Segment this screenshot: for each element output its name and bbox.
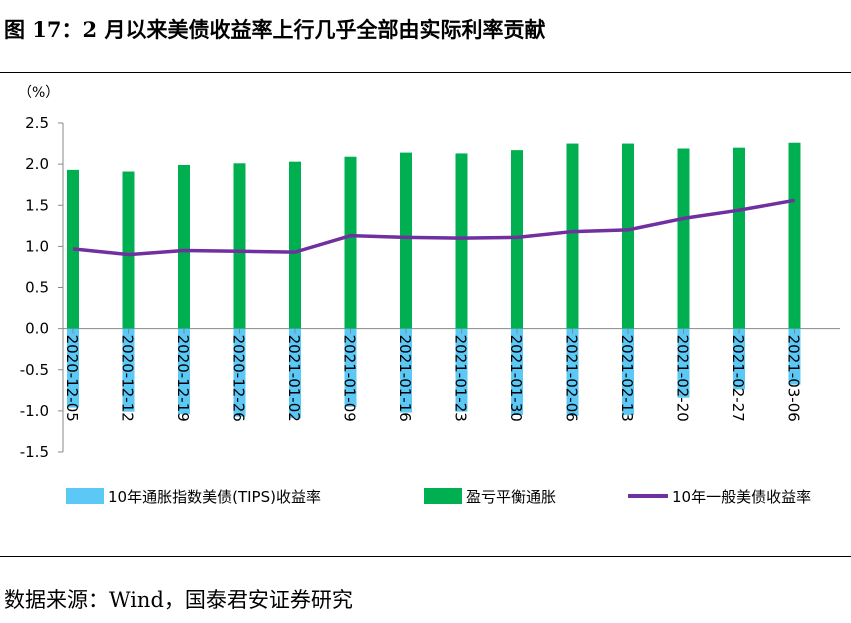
legend-label-tips: 10年通胀指数美债(TIPS)收益率 bbox=[108, 488, 321, 506]
y-tick-label: 2.0 bbox=[25, 155, 49, 173]
breakeven-bar bbox=[233, 163, 246, 329]
tips-bar bbox=[455, 328, 468, 412]
tips-bar bbox=[677, 328, 690, 398]
tips-bar bbox=[732, 328, 745, 390]
top-divider bbox=[0, 72, 851, 73]
breakeven-bar bbox=[288, 161, 301, 329]
tips-bar bbox=[510, 328, 523, 415]
breakeven-bar bbox=[510, 150, 523, 329]
x-axis-labels: 2020-12-05 2020-12-12 2020-12-19 2020-12-26… bbox=[63, 335, 802, 422]
breakeven-bar bbox=[621, 143, 634, 329]
x-tick-label: 2021-01-09 bbox=[340, 335, 358, 422]
y-unit-label: （%） bbox=[18, 85, 59, 101]
x-tick-label: 2021-01-16 bbox=[396, 335, 414, 422]
x-tick-label: 2021-01-30 bbox=[507, 335, 525, 422]
tips-bars bbox=[66, 328, 801, 419]
legend-label-breakeven: 盈亏平衡通胀 bbox=[466, 488, 556, 506]
x-tick-label: 2021-03-06 bbox=[784, 335, 802, 422]
legend-swatch-breakeven bbox=[424, 488, 462, 504]
tips-bar bbox=[233, 328, 246, 417]
x-tick-label: 2021-02-13 bbox=[618, 335, 636, 422]
x-tick-label: 2020-12-19 bbox=[174, 335, 192, 422]
legend-swatch-tips bbox=[66, 488, 104, 504]
x-tick-label: 2021-02-20 bbox=[673, 335, 691, 422]
source-note: 数据来源：Wind，国泰君安证券研究 bbox=[4, 588, 353, 612]
x-tick-label: 2021-01-23 bbox=[451, 335, 469, 422]
nominal-yield-line bbox=[72, 198, 795, 257]
tips-bar bbox=[177, 328, 190, 415]
tips-bar bbox=[288, 328, 301, 419]
x-tick-label: 2020-12-26 bbox=[229, 335, 247, 422]
breakeven-bar bbox=[344, 156, 357, 329]
tips-bar bbox=[621, 328, 634, 415]
tips-bar bbox=[122, 328, 135, 412]
breakeven-bar bbox=[732, 147, 745, 329]
breakeven-bar bbox=[399, 152, 412, 329]
x-tick-label: 2020-12-05 bbox=[63, 335, 81, 422]
breakeven-bars bbox=[66, 142, 801, 334]
y-tick-label: 2.5 bbox=[25, 114, 49, 132]
y-tick-label: 0.5 bbox=[25, 279, 49, 297]
breakeven-bar bbox=[677, 148, 690, 329]
bottom-divider bbox=[0, 556, 851, 557]
x-tick-label: 2021-02-27 bbox=[729, 335, 747, 422]
breakeven-bar bbox=[455, 153, 468, 329]
breakeven-bar bbox=[122, 171, 135, 329]
breakeven-bar bbox=[788, 142, 801, 329]
x-tick-label: 2021-02-06 bbox=[562, 335, 580, 422]
tips-bar bbox=[566, 328, 579, 416]
x-tick-label: 2021-01-02 bbox=[285, 335, 303, 422]
tips-bar bbox=[344, 328, 357, 407]
y-tick-label: -1.5 bbox=[20, 443, 49, 461]
tips-bar bbox=[788, 328, 801, 385]
chart-area: （%） 2.5 2.0 1.5 1.0 0.5 0.0 -0.5 -1.0 -1.5 2020-… bbox=[18, 85, 840, 506]
y-tick-label: 1.0 bbox=[25, 237, 49, 255]
y-tick-label: 0.0 bbox=[25, 320, 49, 338]
y-tick-label: -1.0 bbox=[20, 402, 49, 420]
breakeven-bar bbox=[566, 143, 579, 329]
tips-bar bbox=[66, 328, 79, 408]
chart-title: 图 17：2 月以来美债收益率上行几乎全部由实际利率贡献 bbox=[4, 17, 546, 42]
tips-bar bbox=[399, 328, 412, 413]
y-tick-label: -0.5 bbox=[20, 361, 49, 379]
y-axis: 2.5 2.0 1.5 1.0 0.5 0.0 -0.5 -1.0 -1.5 bbox=[20, 114, 840, 461]
legend: 10年通胀指数美债(TIPS)收益率 盈亏平衡通胀 10年一般美债收益率 bbox=[66, 488, 811, 506]
nominal-yield-line-group bbox=[72, 198, 795, 257]
legend-label-nominal: 10年一般美债收益率 bbox=[672, 488, 811, 506]
breakeven-bar bbox=[177, 164, 190, 329]
y-tick-label: 1.5 bbox=[25, 196, 49, 214]
x-tick-label: 2020-12-12 bbox=[118, 335, 136, 422]
